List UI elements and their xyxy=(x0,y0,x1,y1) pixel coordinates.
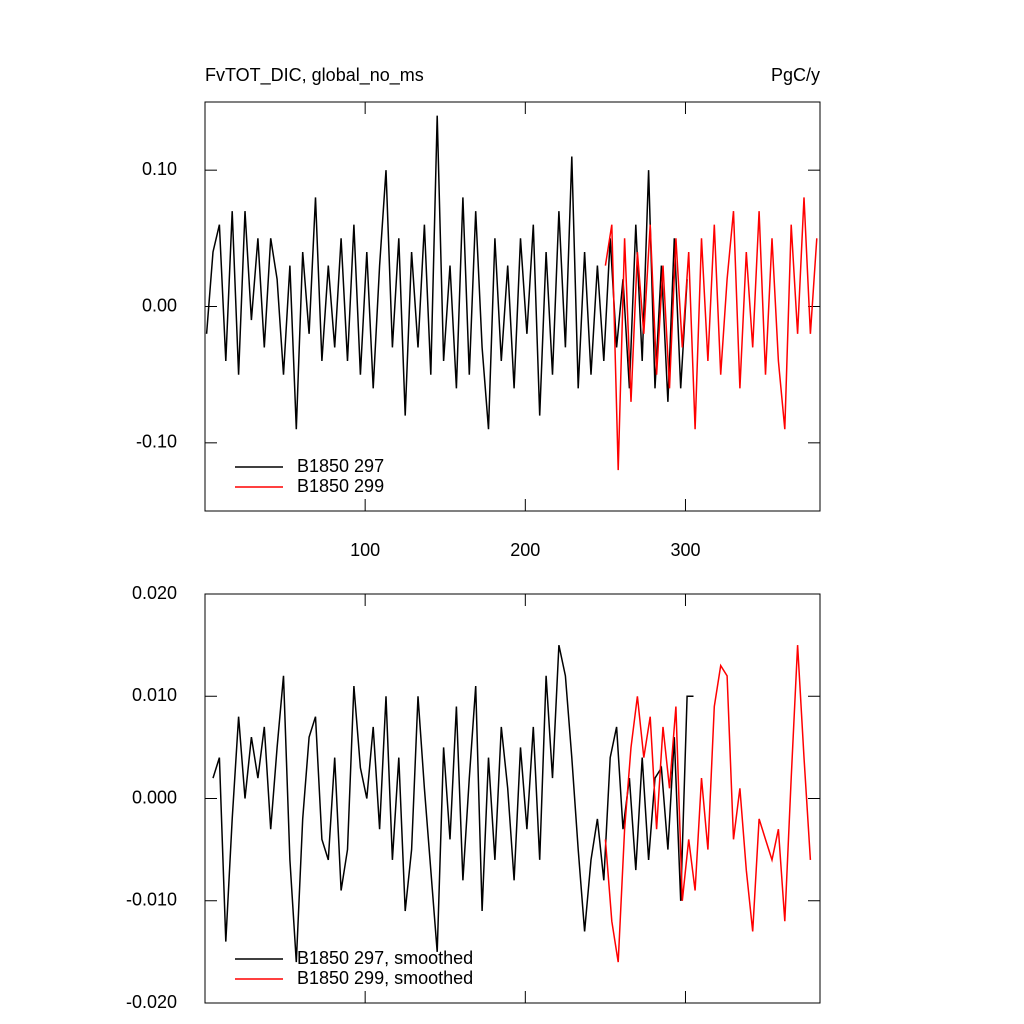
legend-label: B1850 297, smoothed xyxy=(297,948,473,968)
y-tick-label: 0.00 xyxy=(142,295,177,315)
units-label: PgC/y xyxy=(771,65,820,85)
y-tick-label: -0.020 xyxy=(126,992,177,1012)
plot-frame xyxy=(204,101,821,512)
legend-label: B1850 297 xyxy=(297,456,384,476)
y-tick-label: 0.000 xyxy=(132,787,177,807)
x-tick-label: 100 xyxy=(350,540,380,560)
data-line xyxy=(604,645,812,963)
x-tick-label: 200 xyxy=(510,540,540,560)
y-tick-label: 0.010 xyxy=(132,685,177,705)
y-tick-label: 0.10 xyxy=(142,159,177,179)
legend-label: B1850 299, smoothed xyxy=(297,968,473,988)
y-tick-label: -0.010 xyxy=(126,890,177,910)
data-line xyxy=(205,115,688,430)
x-tick-label: 300 xyxy=(670,540,700,560)
chart-title: FvTOT_DIC, global_no_ms xyxy=(205,65,424,86)
y-tick-label: -0.10 xyxy=(136,432,177,452)
y-tick-label: 0.020 xyxy=(132,583,177,603)
data-line xyxy=(604,197,818,471)
data-line xyxy=(212,644,694,963)
legend-label: B1850 299 xyxy=(297,476,384,496)
